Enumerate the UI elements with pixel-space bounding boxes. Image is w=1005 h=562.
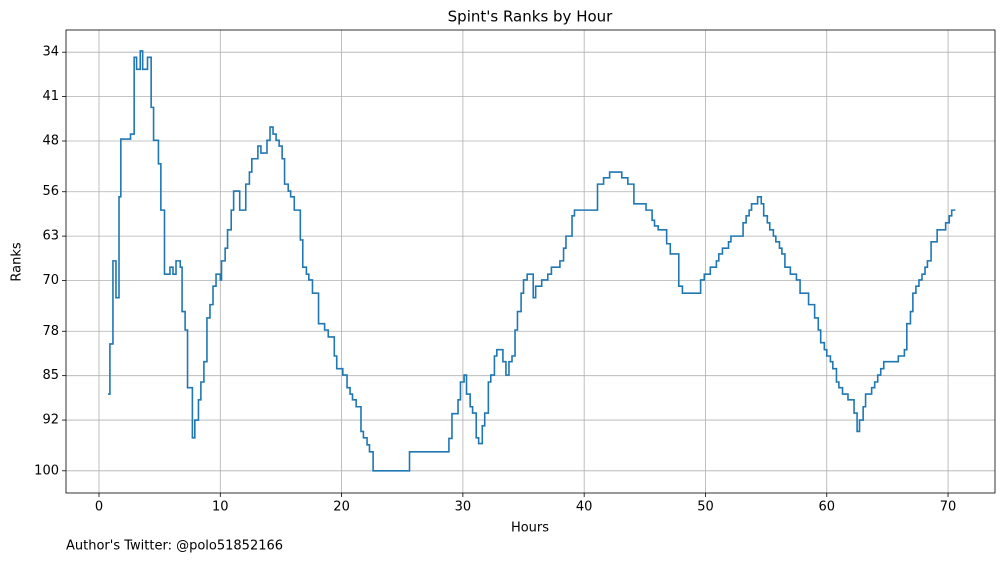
x-tick-label: 70 (940, 500, 957, 515)
y-tick-label: 48 (42, 133, 59, 148)
x-tick-label: 30 (455, 500, 472, 515)
x-axis-label: Hours (511, 521, 549, 536)
chart-title: Spint's Ranks by Hour (448, 8, 613, 26)
x-tick-label: 50 (697, 500, 714, 515)
y-tick-label: 85 (42, 368, 59, 383)
x-tick-label: 10 (212, 500, 229, 515)
plot-frame (65, 29, 996, 494)
y-tick-label: 41 (42, 89, 59, 104)
y-tick-label: 56 (42, 184, 59, 199)
x-tick-label: 20 (333, 500, 350, 515)
x-tick-label: 60 (818, 500, 835, 515)
footnote: Author's Twitter: @polo51852166 (66, 539, 283, 554)
y-tick-label: 70 (42, 273, 59, 288)
y-tick-label: 78 (42, 324, 59, 339)
x-tick-label: 40 (576, 500, 593, 515)
y-tick-label: 34 (42, 45, 59, 60)
step-line (107, 50, 956, 472)
y-tick-label: 92 (42, 413, 59, 428)
y-tick-label: 63 (42, 229, 59, 244)
y-axis-label: Ranks (10, 242, 25, 281)
x-tick-label: 0 (95, 500, 103, 515)
y-tick-label: 100 (34, 463, 59, 478)
